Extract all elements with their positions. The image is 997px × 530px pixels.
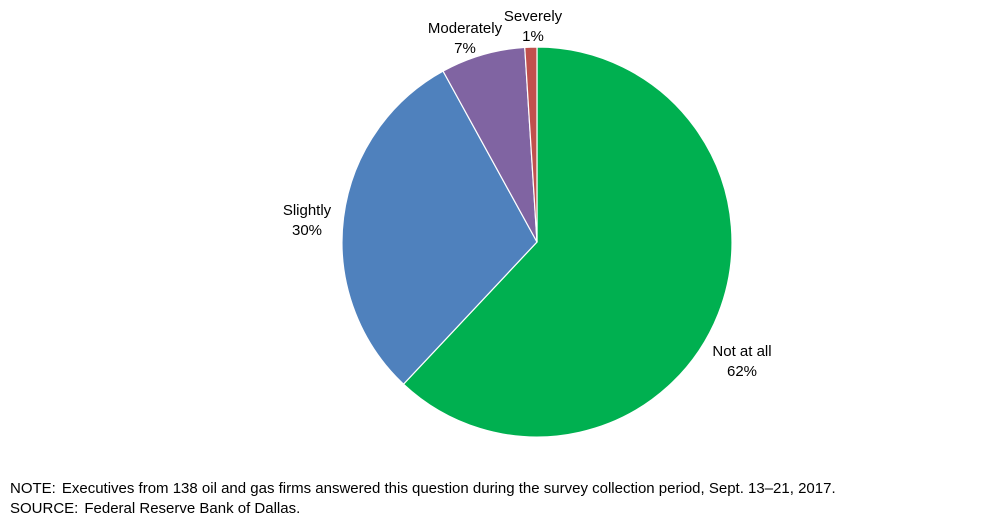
slice-value-moderately: 7% — [454, 40, 476, 57]
pie-labels: Not at all 62% Slightly 30% Moderately 7% Seve… — [283, 8, 772, 380]
note-prefix: NOTE: — [10, 480, 56, 497]
slice-value-slightly: 30% — [292, 222, 322, 239]
pie-slice-not-at-all — [402, 46, 733, 438]
pie-slice-slightly — [341, 70, 538, 385]
note-text: Executives from 138 oil and gas firms an… — [61, 480, 836, 497]
slice-value-severely: 1% — [522, 28, 544, 45]
slice-label-severely: Severely — [504, 8, 563, 25]
slice-label-slightly: Slightly — [283, 202, 332, 219]
source-text: Federal Reserve Bank of Dallas. — [84, 500, 301, 517]
source-line: SOURCE: Federal Reserve Bank of Dallas. — [10, 499, 970, 519]
source-prefix: SOURCE: — [10, 500, 79, 517]
pie-chart-svg: Not at all 62% Slightly 30% Moderately 7% Seve… — [283, 8, 772, 438]
pie-slice-severely — [524, 46, 538, 243]
slice-value-not-at-all: 62% — [727, 363, 757, 380]
slice-label-moderately: Moderately — [428, 20, 503, 37]
slice-label-not-at-all: Not at all — [712, 343, 771, 360]
pie-slices — [341, 46, 733, 438]
chart-footer: NOTE: Executives from 138 oil and gas fi… — [10, 479, 970, 519]
pie-chart: Not at all 62% Slightly 30% Moderately 7% Seve… — [283, 8, 772, 438]
note-line: NOTE: Executives from 138 oil and gas fi… — [10, 479, 970, 499]
